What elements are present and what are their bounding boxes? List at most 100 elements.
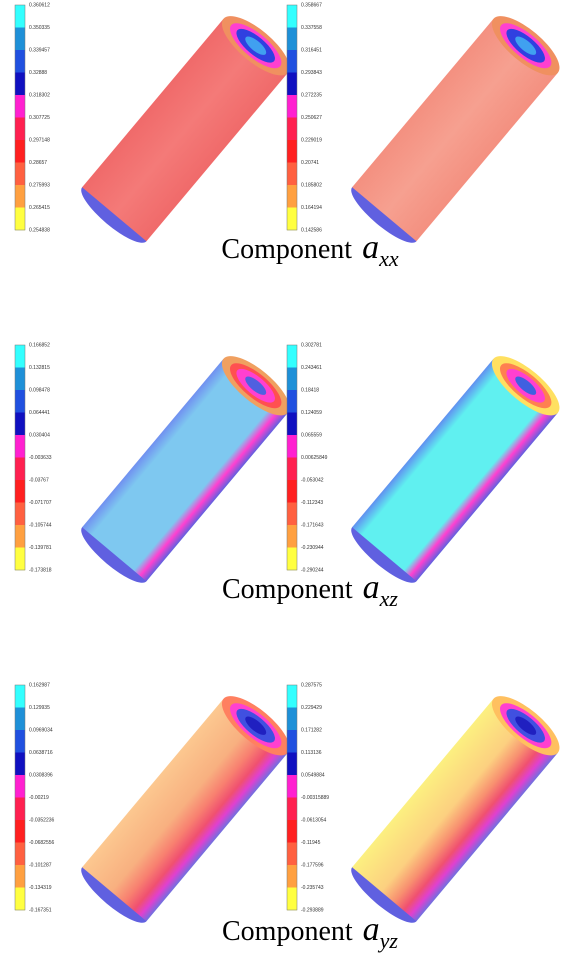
colorbar-segment [287, 118, 297, 141]
cylinder-render [74, 346, 298, 590]
colorbar-segment [15, 888, 25, 911]
colorbar-segment [287, 413, 297, 436]
colorbar-label: 0.337558 [301, 25, 322, 31]
colorbar-label: 0.185802 [301, 182, 322, 188]
colorbar-segment [287, 798, 297, 821]
colorbar-label: 0.360612 [29, 2, 50, 8]
colorbar-segment [287, 368, 297, 391]
colorbar-label: 0.297148 [29, 137, 50, 143]
colorbar-segment [15, 50, 25, 73]
colorbar-segment [287, 480, 297, 503]
colorbar-segment [15, 730, 25, 753]
colorbar-label: -0.171643 [301, 522, 324, 528]
colorbar-label: -0.101287 [29, 862, 52, 868]
colorbar-label: 0.243461 [301, 365, 322, 371]
colorbar-label: -0.230944 [301, 545, 324, 551]
colorbar-segment [287, 503, 297, 526]
colorbar-segment [15, 73, 25, 96]
colorbar-label: -0.105744 [29, 522, 52, 528]
colorbar: 0.3606120.3503350.3394570.328880.3183020… [15, 2, 50, 233]
colorbar-label: 0.132815 [29, 365, 50, 371]
cylinder-render [74, 6, 298, 250]
colorbar-segment [287, 548, 297, 571]
colorbar-label: -0.0352236 [29, 817, 55, 823]
colorbar-segment [15, 753, 25, 776]
colorbar-segment [15, 413, 25, 436]
colorbar-label: 0.142586 [301, 227, 322, 233]
colorbar-label: -0.00315889 [301, 795, 329, 801]
colorbar-label: -0.03767 [29, 477, 49, 483]
colorbar-segment [287, 390, 297, 413]
colorbar-segment [287, 435, 297, 458]
colorbar-segment [15, 458, 25, 481]
colorbar-label: -0.003633 [29, 455, 52, 461]
caption-text: Component [222, 574, 353, 605]
caption-symbol: a [362, 229, 379, 266]
colorbar-segment [287, 185, 297, 208]
colorbar-label: 0.164194 [301, 205, 322, 211]
colorbar-segment [287, 525, 297, 548]
colorbar-segment [287, 28, 297, 51]
colorbar: 0.2875750.2294290.1712820.1131360.054988… [287, 682, 329, 913]
colorbar-segment [287, 753, 297, 776]
caption-subscript: yz [378, 928, 399, 953]
colorbar-segment [15, 185, 25, 208]
colorbar-segment [15, 5, 25, 28]
colorbar: 0.3027810.2434610.184180.1240590.0655590… [287, 342, 328, 573]
colorbar-label: -0.053042 [301, 477, 324, 483]
colorbar-segment [15, 525, 25, 548]
caption-subscript: xx [378, 246, 399, 271]
colorbar-segment [287, 458, 297, 481]
colorbar-label: 0.0638716 [29, 750, 53, 756]
colorbar-segment [287, 95, 297, 118]
colorbar-label: 0.18418 [301, 387, 319, 393]
caption-subscript: xz [379, 586, 399, 611]
colorbar-segment [15, 390, 25, 413]
colorbar-label: 0.064441 [29, 410, 50, 416]
colorbar-label: -0.0682556 [29, 840, 55, 846]
colorbar-label: 0.293843 [301, 70, 322, 76]
caption-symbol: a [363, 911, 380, 948]
colorbar-label: 0.00625849 [301, 455, 328, 461]
colorbar-label: 0.358667 [301, 2, 322, 8]
colorbar-label: -0.134319 [29, 885, 52, 891]
colorbar-label: 0.275993 [29, 182, 50, 188]
colorbar-label: 0.316451 [301, 47, 322, 53]
colorbar-segment [287, 843, 297, 866]
colorbar-segment [287, 888, 297, 911]
colorbar-label: -0.177596 [301, 862, 324, 868]
colorbar-label: -0.11945 [301, 840, 321, 846]
colorbar: 0.1629870.1299350.09690340.06387160.0308… [15, 682, 55, 913]
colorbar-segment [287, 163, 297, 186]
colorbar-segment [15, 820, 25, 843]
page: {"panels": [ {"ticks": ["0.360612", "0.3… [0, 0, 571, 958]
colorbar-segment [287, 50, 297, 73]
colorbar-label: 0.0549884 [301, 772, 325, 778]
colorbar-segment [287, 865, 297, 888]
colorbar-segment [15, 140, 25, 163]
colorbar-label: 0.307725 [29, 115, 50, 121]
colorbar-label: 0.20741 [301, 160, 319, 166]
colorbar-segment [287, 345, 297, 368]
colorbar-label: 0.030404 [29, 432, 50, 438]
colorbar-segment [287, 73, 297, 96]
colorbar-label: 0.302781 [301, 342, 322, 348]
colorbar-label: 0.229019 [301, 137, 322, 143]
colorbar-label: 0.171282 [301, 727, 322, 733]
colorbar-label: 0.229429 [301, 705, 322, 711]
colorbar-segment [287, 730, 297, 753]
colorbar-label: 0.265415 [29, 205, 50, 211]
colorbar-label: 0.350335 [29, 25, 50, 31]
colorbar-segment [15, 208, 25, 231]
colorbar-segment [15, 480, 25, 503]
colorbar-label: 0.113136 [301, 750, 322, 756]
colorbar-segment [287, 775, 297, 798]
colorbar-label: 0.250627 [301, 115, 322, 121]
caption-text: Component [222, 916, 353, 947]
colorbar-label: 0.254838 [29, 227, 50, 233]
colorbar-label: -0.00219 [29, 795, 49, 801]
colorbar: 0.3586670.3375580.3164510.2938430.272235… [287, 2, 322, 233]
cylinder-render [344, 686, 568, 930]
colorbar-label: 0.162987 [29, 682, 50, 688]
